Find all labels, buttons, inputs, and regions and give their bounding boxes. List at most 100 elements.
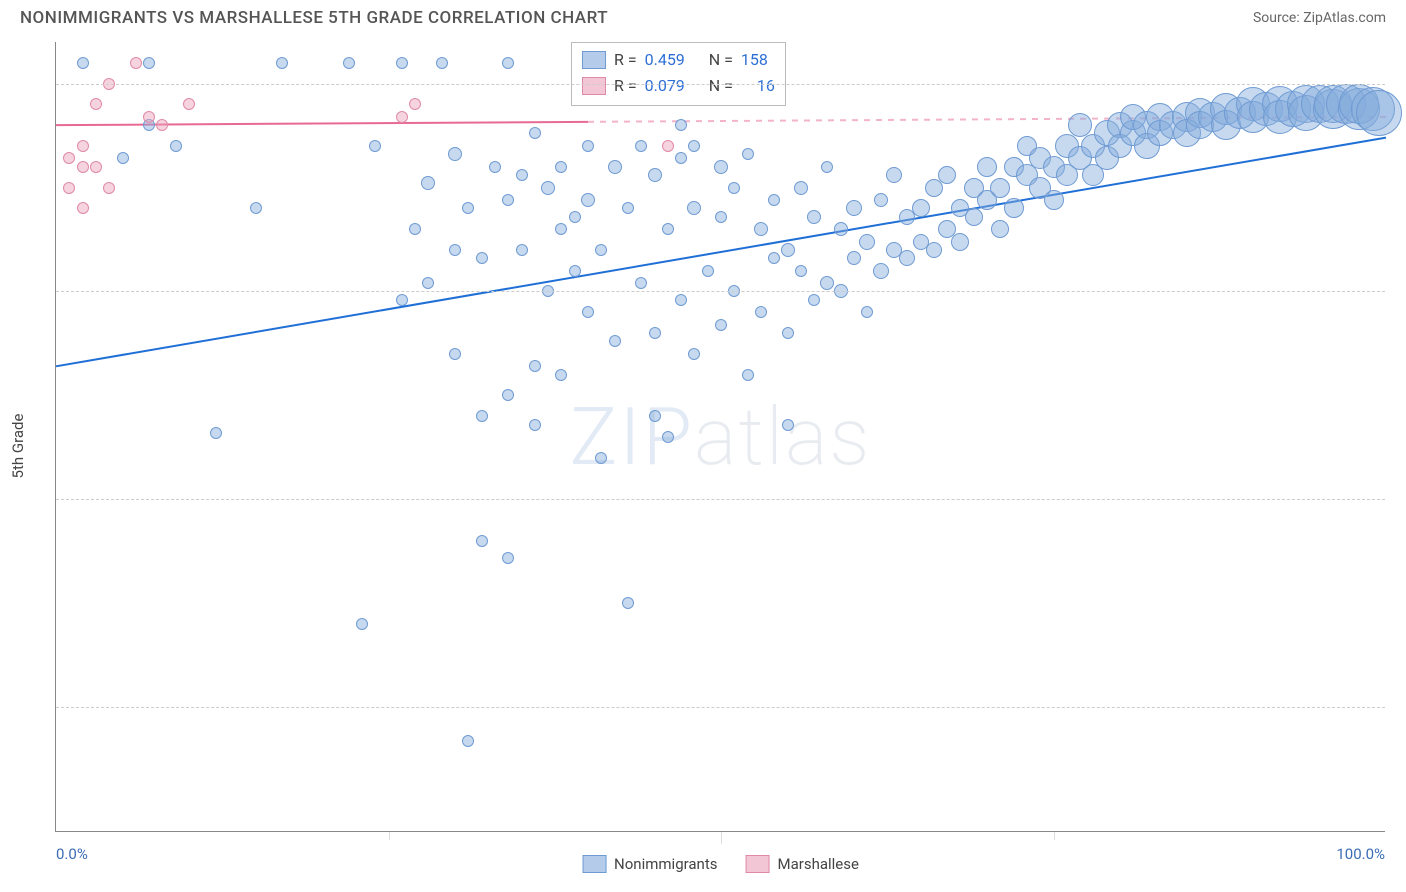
gridline-h: [56, 707, 1385, 708]
data-point-blue: [977, 157, 997, 177]
data-point-blue: [343, 57, 355, 69]
data-point-blue: [795, 265, 807, 277]
data-point-blue: [170, 140, 182, 152]
data-point-blue: [991, 220, 1009, 238]
data-point-blue: [834, 222, 848, 236]
data-point-blue: [77, 57, 89, 69]
data-point-blue: [476, 252, 488, 264]
data-point-blue: [622, 202, 634, 214]
data-point-blue: [768, 194, 780, 206]
data-point-pink: [130, 57, 142, 69]
data-point-blue: [873, 263, 889, 279]
data-point-blue: [569, 211, 581, 223]
data-point-blue: [781, 243, 795, 257]
data-point-blue: [502, 194, 514, 206]
data-point-blue: [396, 57, 408, 69]
stats-row-blue: R = 0.459 N = 158: [582, 47, 775, 73]
data-point-blue: [210, 427, 222, 439]
data-point-blue: [502, 389, 514, 401]
data-point-blue: [846, 200, 862, 216]
data-point-blue: [990, 178, 1010, 198]
data-point-pink: [77, 140, 89, 152]
data-point-blue: [635, 277, 647, 289]
legend-item-pink: Marshallese: [746, 855, 859, 873]
data-point-blue: [728, 182, 740, 194]
data-point-blue: [861, 306, 873, 318]
data-point-blue: [688, 140, 700, 152]
data-point-blue: [117, 152, 129, 164]
data-point-pink: [90, 98, 102, 110]
chart-plot-area: ZIPatlas R = 0.459 N = 158 R = 0.079 N =…: [55, 42, 1385, 832]
swatch-blue-icon: [582, 51, 606, 69]
data-point-blue: [369, 140, 381, 152]
data-point-blue: [648, 168, 662, 182]
data-point-blue: [448, 147, 462, 161]
stats-box: R = 0.459 N = 158 R = 0.079 N = 16: [571, 42, 786, 106]
y-tick-label: 90.0%: [1397, 490, 1406, 508]
data-point-blue: [926, 242, 942, 258]
data-point-blue: [662, 431, 674, 443]
data-point-blue: [1068, 113, 1092, 137]
data-point-pink: [103, 182, 115, 194]
data-point-blue: [555, 369, 567, 381]
y-tick-label: 95.0%: [1397, 282, 1406, 300]
data-point-blue: [951, 233, 969, 251]
data-point-blue: [886, 167, 902, 183]
data-point-blue: [396, 294, 408, 306]
data-point-pink: [63, 152, 75, 164]
data-point-blue: [449, 348, 461, 360]
data-point-blue: [1044, 190, 1064, 210]
data-point-blue: [555, 161, 567, 173]
data-point-blue: [529, 419, 541, 431]
data-point-blue: [782, 419, 794, 431]
data-point-blue: [808, 294, 820, 306]
gridline-h: [56, 291, 1385, 292]
data-point-blue: [356, 618, 368, 630]
data-point-blue: [276, 57, 288, 69]
data-point-blue: [675, 294, 687, 306]
scatter-points-layer: [56, 42, 1385, 831]
data-point-blue: [755, 306, 767, 318]
data-point-blue: [859, 234, 875, 250]
stats-row-pink: R = 0.079 N = 16: [582, 73, 775, 99]
x-tick-mark: [721, 832, 722, 844]
y-axis-title: 5th Grade: [9, 414, 27, 479]
data-point-blue: [675, 119, 687, 131]
data-point-blue: [820, 276, 834, 290]
data-point-blue: [476, 410, 488, 422]
data-point-blue: [555, 223, 567, 235]
y-tick-label: 85.0%: [1397, 698, 1406, 716]
data-point-blue: [502, 552, 514, 564]
legend-label: Nonimmigrants: [614, 855, 717, 873]
data-point-blue: [609, 335, 621, 347]
data-point-blue: [742, 148, 754, 160]
data-point-blue: [1004, 198, 1024, 218]
data-point-blue: [938, 166, 956, 184]
data-point-blue: [754, 222, 768, 236]
data-point-blue: [847, 251, 861, 265]
data-point-blue: [489, 161, 501, 173]
data-point-blue: [807, 210, 821, 224]
data-point-blue: [541, 181, 555, 195]
data-point-blue: [250, 202, 262, 214]
data-point-blue: [715, 319, 727, 331]
x-tick-right: 100.0%: [1336, 845, 1385, 863]
data-point-blue: [143, 57, 155, 69]
data-point-blue: [608, 160, 622, 174]
legend-swatch-blue-icon: [582, 855, 606, 873]
data-point-pink: [143, 111, 155, 123]
y-tick-label: 100.0%: [1397, 75, 1406, 93]
data-point-blue: [649, 327, 661, 339]
x-tick-mark: [1054, 832, 1055, 840]
data-point-blue: [422, 277, 434, 289]
x-tick-left: 0.0%: [56, 845, 88, 863]
data-point-blue: [582, 140, 594, 152]
data-point-blue: [821, 161, 833, 173]
data-point-pink: [77, 161, 89, 173]
data-point-blue: [581, 193, 595, 207]
data-point-blue: [462, 735, 474, 747]
data-point-blue: [502, 57, 514, 69]
data-point-blue: [529, 127, 541, 139]
data-point-blue: [899, 250, 915, 266]
data-point-blue: [1356, 90, 1402, 136]
